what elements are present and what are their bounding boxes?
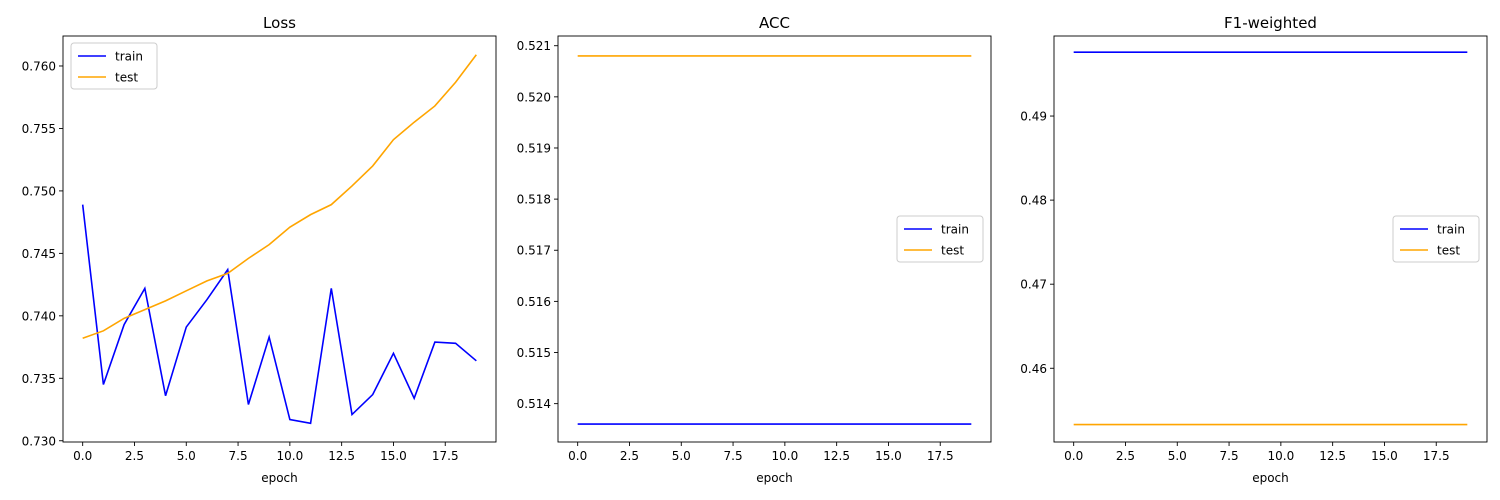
chart-title: ACC — [759, 14, 790, 32]
y-tick-label: 0.49 — [1020, 110, 1047, 124]
x-tick-label: 15.0 — [380, 449, 407, 463]
x-tick-label: 0.0 — [1064, 449, 1083, 463]
axes-frame — [62, 35, 497, 443]
y-tick-label: 0.48 — [1020, 194, 1047, 208]
x-axis-label: epoch — [261, 471, 298, 485]
subplot-3: F1-weighted 0.0 2.5 5.0 7.5 10.0 12.5 15.0 17.5 0… — [1020, 14, 1488, 485]
subplot-1: Loss 0.0 2.5 5.0 7.5 10.0 12.5 15.0 17.5 0.730 0.7… — [22, 14, 497, 485]
y-tick-label: 0.518 — [517, 193, 551, 207]
x-tick-label: 12.5 — [823, 449, 850, 463]
legend-label-test: test — [1437, 244, 1460, 258]
y-tick-label: 0.740 — [22, 309, 56, 323]
x-tick-label: 2.5 — [125, 449, 144, 463]
x-tick-label: 17.5 — [432, 449, 459, 463]
chart-title: F1-weighted — [1224, 14, 1317, 32]
x-tick-label: 5.0 — [672, 449, 691, 463]
y-tick-label: 0.520 — [517, 90, 551, 104]
x-tick-label: 15.0 — [875, 449, 902, 463]
x-axis-label: epoch — [1252, 471, 1289, 485]
y-tick-label: 0.514 — [517, 397, 551, 411]
chart-title: Loss — [263, 14, 296, 32]
legend-label-train: train — [1437, 223, 1465, 237]
x-tick-label: 7.5 — [1220, 449, 1239, 463]
y-tick-label: 0.735 — [22, 372, 56, 386]
y-tick-label: 0.730 — [22, 434, 56, 448]
y-tick-label: 0.760 — [22, 59, 56, 73]
axes-frame — [1053, 35, 1488, 443]
subplot-2: ACC 0.0 2.5 5.0 7.5 10.0 12.5 15.0 17.5 0.514 0.51… — [517, 14, 992, 485]
x-tick-label: 2.5 — [1116, 449, 1135, 463]
legend: train test — [1392, 215, 1480, 263]
x-axis-label: epoch — [756, 471, 793, 485]
legend-label-train: train — [115, 50, 143, 64]
x-tick-label: 15.0 — [1371, 449, 1398, 463]
x-tick-label: 5.0 — [1168, 449, 1187, 463]
y-tick-label: 0.47 — [1020, 278, 1047, 292]
x-tick-label: 2.5 — [620, 449, 639, 463]
x-tick-label: 10.0 — [771, 449, 798, 463]
x-tick-label: 7.5 — [724, 449, 743, 463]
x-tick-label: 0.0 — [73, 449, 92, 463]
y-tick-label: 0.517 — [517, 244, 551, 258]
legend-label-train: train — [941, 223, 969, 237]
legend-box — [70, 42, 158, 90]
legend-box — [1392, 215, 1480, 263]
legend-label-test: test — [941, 244, 964, 258]
y-tick-label: 0.521 — [517, 39, 551, 53]
legend: train test — [70, 42, 158, 90]
y-tick-label: 0.755 — [22, 122, 56, 136]
x-tick-label: 12.5 — [1319, 449, 1346, 463]
axes-frame — [557, 35, 992, 443]
x-tick-label: 10.0 — [1267, 449, 1294, 463]
x-tick-label: 7.5 — [229, 449, 248, 463]
x-tick-label: 5.0 — [177, 449, 196, 463]
y-tick-label: 0.46 — [1020, 362, 1047, 376]
y-tick-label: 0.745 — [22, 247, 56, 261]
legend-box — [896, 215, 984, 263]
x-tick-label: 17.5 — [1423, 449, 1450, 463]
x-tick-label: 17.5 — [927, 449, 954, 463]
y-tick-label: 0.516 — [517, 295, 551, 309]
x-tick-label: 10.0 — [276, 449, 303, 463]
y-tick-label: 0.750 — [22, 184, 56, 198]
legend: train test — [896, 215, 984, 263]
series-line-test — [82, 54, 477, 340]
series-line-train — [81, 204, 477, 425]
x-tick-label: 12.5 — [328, 449, 355, 463]
y-tick-label: 0.515 — [517, 346, 551, 360]
x-tick-label: 0.0 — [568, 449, 587, 463]
y-tick-label: 0.519 — [517, 141, 551, 155]
legend-label-test: test — [115, 71, 138, 85]
